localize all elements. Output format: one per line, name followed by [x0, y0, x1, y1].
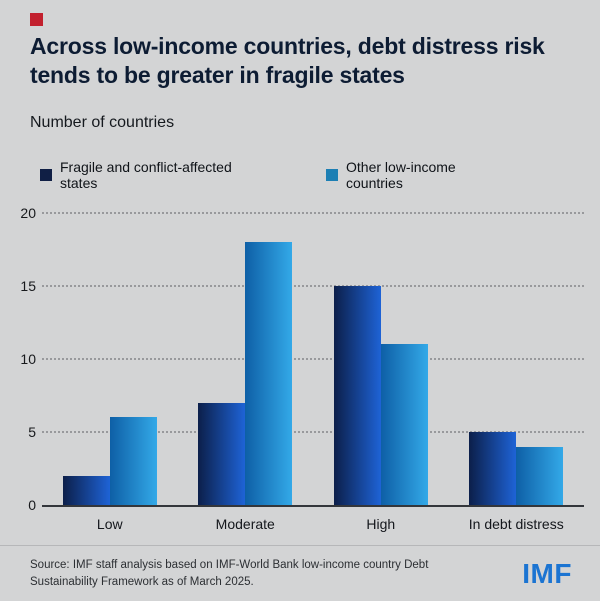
legend-swatch-other [326, 168, 339, 181]
bar-group [178, 213, 314, 505]
x-axis-label: Moderate [215, 515, 275, 532]
gridline [42, 284, 584, 287]
bar-fragile-low [62, 475, 110, 505]
bar-fragile-in-debt-distress [469, 431, 517, 505]
bar-other-high [380, 344, 428, 505]
bar-group [449, 213, 585, 505]
x-axis-label: Low [96, 515, 123, 532]
y-tick-label: 20 [20, 204, 36, 221]
y-tick-label: 5 [28, 423, 36, 440]
y-tick-label: 10 [20, 350, 36, 367]
header: Across low-income countries, debt distre… [0, 0, 600, 90]
bar-other-low [109, 417, 157, 505]
legend-swatch-fragile [40, 168, 52, 181]
gridline [42, 430, 584, 433]
bar-fragile-moderate [198, 402, 246, 505]
legend-label-other: Other low-income countries [346, 158, 456, 191]
chart-legend: Fragile and conflict-affected states Oth… [0, 132, 600, 191]
plot-area: 0 5 10 15 20 [20, 205, 584, 513]
x-axis-labels: Low Moderate High In debt distress [42, 507, 584, 532]
footer: Source: IMF staff analysis based on IMF-… [0, 545, 600, 601]
legend-label-fragile: Fragile and conflict-affected states [60, 158, 232, 191]
bar-group [42, 213, 178, 505]
page-title: Across low-income countries, debt distre… [30, 33, 545, 88]
y-axis-title: Number of countries [30, 113, 175, 131]
bar-group [313, 213, 449, 505]
brand-square-icon [30, 13, 43, 26]
x-axis-label: In debt distress [468, 515, 564, 532]
source-note: Source: IMF staff analysis based on IMF-… [30, 559, 429, 588]
bar-chart: 0 5 10 15 20 Low Moderate High In debt distress [14, 205, 584, 532]
legend-item-fragile: Fragile and conflict-affected states [40, 159, 270, 191]
imf-logo: IMF [522, 557, 572, 589]
bar-other-in-debt-distress [516, 446, 564, 505]
gridline [42, 357, 584, 360]
y-tick-label: 15 [20, 277, 36, 294]
legend-item-other: Other low-income countries [326, 159, 514, 191]
gridline [42, 211, 584, 214]
bar-other-moderate [245, 242, 293, 505]
x-axis-label: High [366, 515, 396, 532]
bar-fragile-high [333, 285, 381, 505]
bar-groups [42, 213, 584, 505]
y-tick-label: 0 [28, 496, 36, 513]
